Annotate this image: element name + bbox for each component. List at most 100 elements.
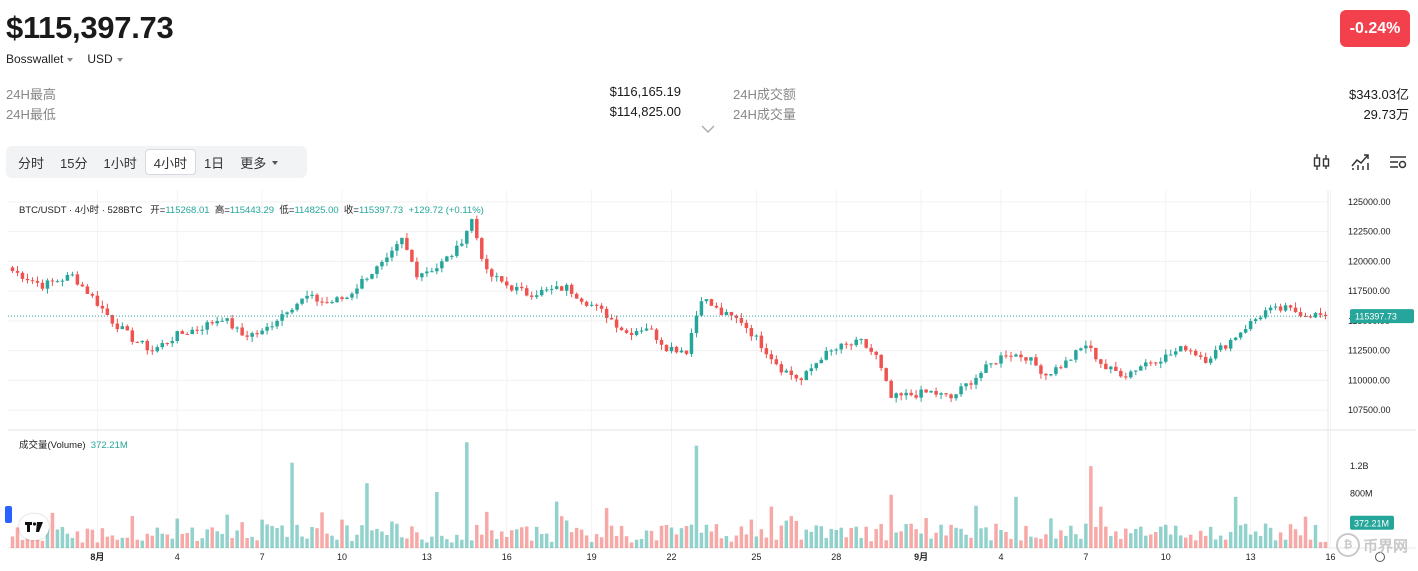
volume-bar [564,520,569,548]
candle-body [1163,354,1168,362]
candle-body [200,329,204,331]
indicator-icon[interactable] [1350,152,1370,172]
candle-body [135,341,140,343]
volume-bar [175,518,179,548]
volume-bar [495,539,499,548]
volume-bar [574,527,579,548]
volume-bar [909,523,913,548]
volume-bar [220,533,224,548]
candle-body [824,350,829,360]
time-axis-label: 19 [587,552,597,562]
volume-bar [1248,534,1253,548]
legend-symbol: BTC/USDT · 4小时 · 528BTC [19,205,143,216]
candle-body [405,237,409,250]
volume-bar [834,529,838,548]
candle-body [889,380,893,398]
volume-bar [999,530,1003,548]
candle-body [500,276,504,282]
candle-body [60,280,65,282]
volume-bar [425,542,429,548]
volume-bar [514,529,519,548]
chevron-down-icon [116,57,123,62]
volume-bar [435,492,439,548]
side-panel-toggle[interactable] [5,506,12,523]
volume-bar [90,529,95,548]
candle-body [270,326,274,328]
candle-body [619,327,624,331]
candle-body [1024,357,1028,361]
candle-body [300,298,304,304]
candle-body [1233,337,1238,340]
volume-bar [649,530,654,548]
volume-bar [944,535,948,548]
candle-body [639,330,644,332]
candle-body [609,317,614,320]
candle-body [634,331,639,335]
volume-bar [749,519,754,548]
volume-bar [405,538,409,548]
candle-body [774,359,779,365]
candlestick-chart[interactable]: 125000.00122500.00120000.00117500.001150… [8,190,1416,566]
volume-bar [265,524,269,548]
volume-bar [290,462,294,548]
candle-body [15,270,20,273]
exchange-selector[interactable]: Bosswallet [6,52,74,66]
candle-body [210,322,214,324]
candle-body [524,288,529,296]
legend-high: 115443.29 [229,205,275,216]
volume-bar [1069,525,1073,548]
volume-bar [110,535,115,548]
chart-area[interactable]: 125000.00122500.00120000.00117500.001150… [8,190,1416,566]
volume-bar [604,508,609,548]
tab-1h[interactable]: 1小时 [103,155,137,171]
tab-15m[interactable]: 15分 [60,155,88,171]
candle-body [230,318,234,329]
candle-body [1168,354,1173,356]
tab-4h[interactable]: 4小时 [144,149,196,175]
candle-body [65,274,70,281]
volume-bar [929,538,933,548]
candle-body [1313,313,1318,318]
volume-bar [65,533,70,548]
tab-more[interactable]: 更多 [232,149,286,175]
candle-body [1188,350,1193,352]
candle-body [400,237,404,245]
candle-body [435,268,439,272]
candle-body [1198,355,1203,357]
volume-bar [470,540,474,548]
candle-body [285,312,289,315]
volume-bar [200,538,204,548]
volume-bar [1109,536,1113,548]
volume-bar [844,537,848,548]
candle-body [220,320,224,322]
volume-bar [300,536,304,548]
candle-body [509,285,514,291]
volume-bar [979,528,983,548]
volume-bar [95,542,100,548]
candle-body [25,278,30,281]
candle-body [1019,354,1023,358]
tab-timeshare[interactable]: 分时 [18,155,45,171]
settings-icon[interactable] [1388,152,1408,172]
volume-axis-label: 1.2B [1350,461,1369,471]
candle-body [205,322,209,330]
candle-body [814,363,819,369]
candle-body [544,289,549,291]
volume-bar [115,539,120,548]
volume-bar [270,525,274,548]
currency-selector[interactable]: USD [87,52,123,66]
expand-chevron-icon[interactable] [701,124,715,134]
candle-body [1004,355,1008,357]
volume-bar [1139,526,1143,548]
candle-body [669,346,674,352]
candle-body [604,308,609,318]
candle-body [514,286,519,291]
candlestick-icon[interactable] [1312,152,1332,172]
candle-body [1238,332,1243,338]
candle-body [989,363,993,365]
tradingview-logo-icon[interactable] [19,514,49,540]
volume-bar [1114,531,1118,548]
tab-1d[interactable]: 1日 [203,155,225,171]
volume-bar [1044,534,1048,548]
candle-body [1034,357,1038,366]
